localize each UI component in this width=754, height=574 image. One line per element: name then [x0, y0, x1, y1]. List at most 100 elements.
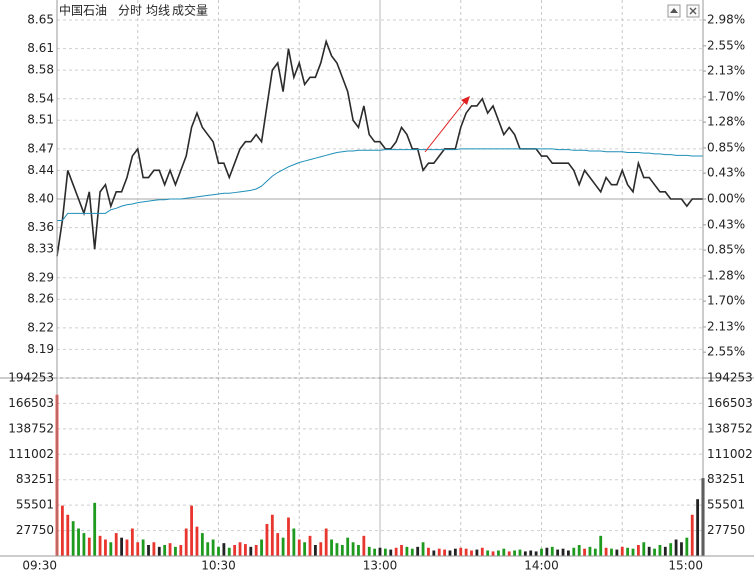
volume-bar: [303, 542, 307, 556]
volume-bar: [583, 548, 586, 556]
volume-bar: [615, 549, 619, 556]
volume-bar: [599, 535, 603, 556]
volume-bar: [470, 550, 473, 556]
x-tick-label: 15:00: [668, 559, 703, 573]
volume-bar: [254, 545, 258, 556]
volume-bar: [394, 547, 398, 556]
y-tick-label-right: 166503: [707, 396, 753, 410]
volume-bar: [567, 550, 570, 556]
y-tick-label: 8.22: [27, 320, 54, 334]
volume-bar: [157, 546, 161, 556]
y-tick-label-right: 138752: [707, 421, 753, 435]
y-tick-label: 8.44: [27, 163, 54, 177]
volume-bar: [448, 550, 452, 556]
volume-bar: [308, 535, 312, 556]
volume-bar: [184, 528, 188, 556]
zoom-icon: [670, 8, 678, 13]
volume-bar: [443, 549, 446, 556]
volume-bar: [572, 547, 576, 556]
volume-bar: [561, 548, 565, 556]
chart-title: 中国石油: [59, 3, 107, 18]
volume-bar: [647, 546, 651, 556]
annotation-arrow: [424, 99, 467, 153]
volume-bar: [227, 547, 231, 556]
volume-bar: [373, 548, 377, 556]
volume-bar: [114, 533, 118, 556]
volume-bar: [593, 548, 597, 556]
annotation-arrow-head: [461, 96, 470, 105]
volume-bar: [335, 543, 339, 556]
y2-tick-label: 2.55%: [707, 38, 745, 52]
volume-bar: [120, 537, 123, 556]
y2-tick-label: 1.70%: [707, 89, 745, 103]
volume-bar: [125, 539, 129, 556]
price-line: [56, 38, 703, 257]
volume-bar: [249, 546, 253, 556]
y-tick-label-right: 111002: [707, 447, 753, 461]
y-tick-label: 166503: [8, 396, 54, 410]
volume-bar: [265, 523, 269, 556]
y-tick-label: 8.51: [27, 113, 54, 127]
y-tick-label: 138752: [8, 421, 54, 435]
y-tick-label: 194253: [8, 371, 54, 385]
y-tick-label-right: 55501: [707, 498, 745, 512]
y-tick-label: 8.61: [27, 41, 54, 55]
volume-bar: [540, 548, 543, 556]
volume-bar: [222, 543, 226, 556]
y2-tick-label: 0.43%: [707, 166, 745, 180]
volume-bar: [319, 542, 323, 556]
y2-tick-label: 0.00%: [707, 192, 745, 206]
volume-bar: [93, 502, 97, 556]
volume-bar: [534, 551, 538, 556]
volume-bar: [346, 537, 350, 556]
y-tick-label: 8.36: [27, 220, 54, 234]
y2-tick-label: 0.85%: [707, 243, 745, 257]
volume-bar: [550, 546, 554, 556]
volume-bar: [141, 539, 145, 556]
volume-bar: [653, 548, 656, 556]
y2-tick-label: 2.55%: [707, 345, 745, 359]
volume-bar: [410, 548, 414, 556]
volume-bar: [378, 547, 382, 556]
volume-bar: [238, 542, 242, 556]
volume-bar: [642, 542, 646, 556]
volume-bar: [696, 499, 700, 556]
volume-bar: [211, 539, 215, 556]
volume-bar: [163, 545, 167, 556]
volume-bar: [179, 545, 183, 556]
y-tick-label: 111002: [8, 447, 54, 461]
volume-bar: [60, 505, 64, 556]
y-tick-label-right: 83251: [707, 472, 745, 486]
volume-bar: [130, 528, 134, 556]
volume-bar: [497, 550, 500, 556]
y2-tick-label: 2.13%: [707, 64, 745, 78]
y-tick-label: 8.47: [27, 141, 54, 155]
y-tick-label: 55501: [16, 498, 54, 512]
volume-bar: [71, 521, 75, 556]
volume-bar: [610, 548, 613, 556]
x-tick-label: 13:00: [363, 559, 398, 573]
x-tick-label: 10:30: [201, 559, 236, 573]
volume-bar: [152, 542, 156, 556]
volume-bar: [292, 528, 296, 556]
y-tick-label: 8.29: [27, 270, 54, 284]
volume-bar: [217, 546, 220, 556]
x-tick-label: 14:00: [524, 559, 559, 573]
y-tick-label: 8.33: [27, 242, 54, 256]
volume-bar: [556, 549, 560, 556]
y-tick-label: 8.26: [27, 292, 54, 306]
y2-tick-label: 1.28%: [707, 115, 745, 129]
volume-bar: [523, 551, 527, 556]
volume-bar: [480, 547, 484, 556]
y-tick-label: 8.58: [27, 63, 54, 77]
panel-buttons[interactable]: [667, 4, 700, 18]
y-tick-label: 83251: [16, 472, 54, 486]
y2-tick-label: 1.28%: [707, 268, 745, 282]
volume-bar: [400, 545, 403, 556]
volume-bar: [82, 533, 86, 556]
y-tick-label: 8.19: [27, 342, 54, 356]
volume-bar: [588, 546, 592, 556]
volume-bar: [297, 539, 301, 556]
